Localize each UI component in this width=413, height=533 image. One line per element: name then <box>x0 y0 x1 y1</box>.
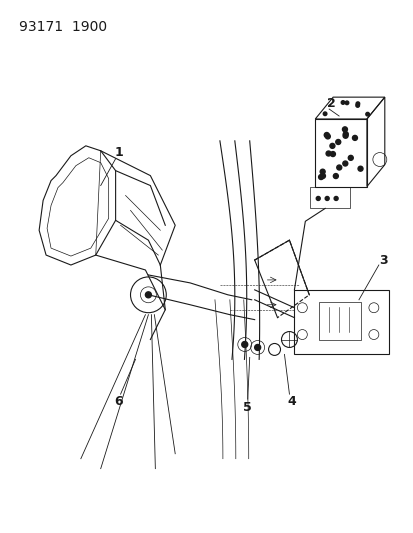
Circle shape <box>344 101 348 104</box>
Circle shape <box>357 166 362 171</box>
Circle shape <box>365 112 368 116</box>
Text: 2: 2 <box>326 96 335 110</box>
Circle shape <box>340 101 344 104</box>
Circle shape <box>342 133 347 138</box>
Bar <box>318 302 360 340</box>
Circle shape <box>241 342 247 348</box>
Circle shape <box>333 197 337 200</box>
Circle shape <box>355 102 359 106</box>
Text: 6: 6 <box>114 394 123 408</box>
Circle shape <box>320 173 325 179</box>
Text: 3: 3 <box>379 254 387 266</box>
Circle shape <box>318 174 323 180</box>
Circle shape <box>325 151 330 156</box>
Circle shape <box>342 161 347 166</box>
Circle shape <box>342 127 347 132</box>
Circle shape <box>145 292 151 298</box>
Text: 1: 1 <box>114 146 123 159</box>
Circle shape <box>329 143 334 148</box>
Circle shape <box>347 156 352 160</box>
Circle shape <box>332 174 337 179</box>
Circle shape <box>325 197 328 200</box>
Circle shape <box>323 112 326 116</box>
Circle shape <box>335 140 340 144</box>
Circle shape <box>316 197 320 200</box>
Text: 4: 4 <box>286 394 295 408</box>
Circle shape <box>325 134 330 139</box>
Bar <box>310 187 349 208</box>
Text: 93171  1900: 93171 1900 <box>19 20 107 34</box>
Circle shape <box>355 103 358 107</box>
Circle shape <box>342 132 347 136</box>
Text: 5: 5 <box>243 401 252 414</box>
Bar <box>294 290 388 354</box>
Circle shape <box>330 151 335 157</box>
Circle shape <box>323 133 328 138</box>
Circle shape <box>351 135 356 140</box>
Circle shape <box>319 169 324 174</box>
Circle shape <box>336 165 341 170</box>
Circle shape <box>254 344 260 350</box>
